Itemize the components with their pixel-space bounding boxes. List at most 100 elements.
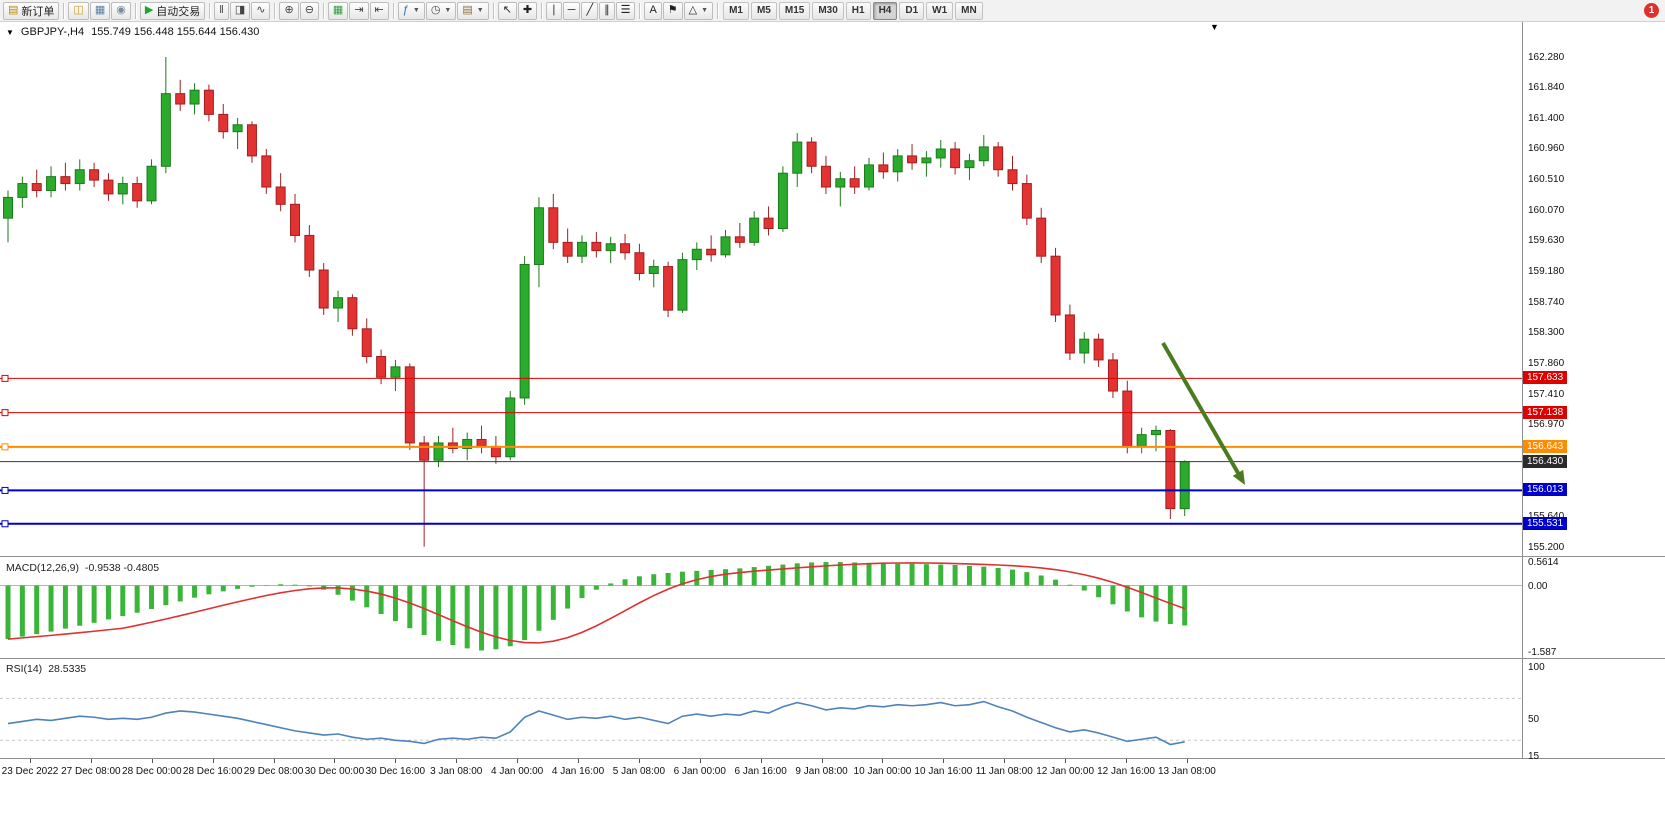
timeframe-D1[interactable]: D1	[899, 1, 925, 20]
chart-shift-button[interactable]: ⇤	[369, 1, 389, 20]
arrow-annotation[interactable]	[1161, 341, 1242, 478]
chevron-down-icon[interactable]: ▼	[444, 7, 452, 14]
crosshair-icon: ✚	[522, 4, 533, 16]
chevron-down-icon[interactable]: ▼	[476, 7, 484, 14]
time-tick	[760, 759, 762, 763]
price-axis-label: 159.180	[1528, 266, 1565, 278]
timeframe-H1[interactable]: H1	[845, 1, 871, 20]
template-icon: ▤	[462, 4, 473, 16]
price-axis-label: 160.510	[1528, 174, 1565, 186]
auto-scroll-button[interactable]: ⇥	[349, 1, 369, 20]
templates-button[interactable]: ▤ ▼	[457, 1, 489, 20]
macd-axis-label: -1.587	[1528, 647, 1557, 658]
rsi-pane[interactable]	[0, 659, 1522, 758]
toolbar-separator	[209, 2, 211, 19]
candle-body	[591, 241, 602, 252]
tile-windows-button[interactable]: ▦	[327, 1, 349, 20]
fibonacci-button[interactable]: ☰	[615, 1, 636, 20]
line-handle[interactable]	[1, 443, 9, 451]
timeframe-M1[interactable]: M1	[723, 1, 749, 20]
notification-badge[interactable]: 1	[1644, 3, 1659, 18]
timeframe-MN[interactable]: MN	[955, 1, 983, 20]
time-axis[interactable]: 23 Dec 2022 27 Dec 08:00 28 Dec 00:00 28 De…	[0, 759, 1665, 830]
rsi-name: RSI(14)	[6, 663, 43, 675]
line-chart-button[interactable]: ∿	[251, 1, 271, 20]
periods-button[interactable]: ◷ ▼	[425, 1, 457, 20]
cursor-icon: ↖	[502, 4, 512, 16]
vertical-line-button[interactable]: ∣	[546, 1, 562, 20]
chevron-down-icon[interactable]: ▼	[412, 7, 420, 14]
zoom-in-button[interactable]: ⊕	[279, 1, 299, 20]
profiles-button[interactable]: ▦	[89, 1, 111, 20]
bar-chart-button[interactable]: ‖	[214, 1, 229, 20]
symbol-period-label: GBPJPY-,H4	[20, 26, 85, 38]
candle-body	[1064, 314, 1075, 354]
line-handle[interactable]	[1, 374, 9, 382]
collapse-arrow-icon[interactable]: ▼	[6, 27, 14, 37]
label-button[interactable]: ⚑	[662, 1, 683, 20]
candle-body	[1093, 338, 1104, 361]
price-axis-label: 158.740	[1528, 296, 1565, 308]
time-tick	[1126, 759, 1128, 763]
time-label: 12 Jan 00:00	[1036, 766, 1095, 777]
clock-icon: ◷	[430, 4, 441, 16]
candle-body	[691, 248, 702, 261]
cursor-button[interactable]: ↖	[497, 1, 517, 20]
timeframe-H4[interactable]: H4	[872, 1, 898, 20]
main-price-pane[interactable]	[0, 22, 1522, 556]
auto-scroll-icon: ⇥	[354, 4, 364, 16]
text-button[interactable]: A	[644, 1, 662, 20]
candle-body	[189, 89, 200, 105]
price-axis[interactable]: 162.280 161.840 161.400 160.960 160.510 160.0…	[1523, 22, 1665, 762]
rsi-axis-label: 15	[1528, 751, 1540, 762]
candles	[3, 56, 1190, 547]
time-tick	[699, 759, 701, 763]
help-button[interactable]: ◉	[111, 1, 131, 20]
pane-separator[interactable]	[0, 658, 1665, 659]
chart-window[interactable]: 162.280 161.840 161.400 160.960 160.510 160.0…	[0, 22, 1665, 830]
timeframe-M5[interactable]: M5	[750, 1, 777, 20]
trendline-button[interactable]: ╱	[581, 1, 599, 20]
line-handle[interactable]	[1, 486, 9, 494]
candle-body	[74, 169, 85, 185]
candle-body	[806, 141, 817, 167]
time-label: 4 Jan 16:00	[551, 766, 605, 777]
candle-body	[907, 155, 918, 164]
pane-separator[interactable]	[0, 556, 1665, 557]
time-tick	[638, 759, 640, 763]
new-order-button[interactable]: ▤ 新订单	[3, 1, 60, 20]
chart-title: ▼ GBPJPY-,H4 155.749 156.448 155.644 156…	[6, 26, 259, 38]
rsi-line	[7, 700, 1185, 746]
price-axis-label: 159.630	[1528, 235, 1565, 247]
time-label: 30 Dec 16:00	[365, 766, 426, 777]
timeframe-M15[interactable]: M15	[778, 1, 811, 20]
new-order-button-label: 新订单	[21, 5, 55, 18]
time-label: 4 Jan 00:00	[490, 766, 544, 777]
chevron-down-icon[interactable]: ▼	[701, 7, 709, 14]
price-axis-label: 155.200	[1528, 541, 1565, 553]
candle-body	[950, 148, 961, 169]
candle-body	[548, 207, 559, 243]
crosshair-button[interactable]: ✚	[517, 1, 538, 20]
line-handle[interactable]	[1, 409, 9, 417]
scroll-to-end-icon[interactable]: ▼	[1210, 22, 1219, 32]
channel-button[interactable]: ∥	[599, 1, 615, 20]
arrow-head[interactable]	[1232, 469, 1245, 485]
time-tick	[517, 759, 519, 763]
horizontal-line-button[interactable]: ─	[562, 1, 581, 20]
shapes-button[interactable]: △ ▼	[683, 1, 714, 20]
price-axis-label: 156.970	[1528, 419, 1565, 431]
pane-separator[interactable]	[0, 758, 1665, 759]
indicators-button[interactable]: ƒ ▼	[397, 1, 425, 20]
candlestick-button[interactable]: ◨	[229, 1, 251, 20]
timeframe-M30[interactable]: M30	[812, 1, 844, 20]
line-handle[interactable]	[1, 520, 9, 528]
play-icon: ▶	[144, 4, 154, 16]
timeframe-W1[interactable]: W1	[926, 1, 954, 20]
autotrade-button[interactable]: ▶ 自动交易	[139, 1, 206, 20]
candle-body	[648, 266, 659, 274]
autotrade-button-label: 自动交易	[156, 5, 201, 18]
macd-pane[interactable]	[0, 556, 1522, 658]
new-chart-button[interactable]: ◫	[68, 1, 89, 20]
zoom-out-button[interactable]: ⊖	[299, 1, 319, 20]
